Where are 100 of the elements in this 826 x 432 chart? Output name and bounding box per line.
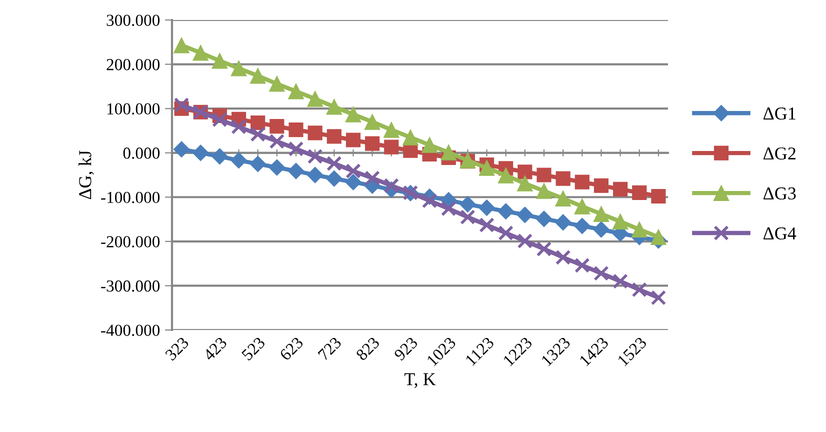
point <box>574 198 590 214</box>
point <box>384 140 399 154</box>
point <box>479 217 494 233</box>
point <box>270 118 284 134</box>
point <box>230 60 247 76</box>
point <box>268 76 285 92</box>
point <box>345 174 362 190</box>
point <box>650 290 666 306</box>
point <box>174 37 190 54</box>
point <box>459 196 476 212</box>
point <box>288 162 304 180</box>
x-tick-label: 823 <box>355 336 380 362</box>
point <box>288 83 304 100</box>
y-tick-label: 0.000 <box>123 148 160 159</box>
point <box>555 250 571 266</box>
point <box>326 156 342 172</box>
point <box>440 144 457 160</box>
point <box>594 178 609 193</box>
point <box>632 282 648 298</box>
point <box>612 214 628 230</box>
point <box>517 233 533 249</box>
point <box>364 114 380 130</box>
point <box>268 159 286 176</box>
point <box>306 166 324 184</box>
point <box>536 168 552 182</box>
point <box>594 266 609 281</box>
point <box>518 164 532 180</box>
point <box>269 134 285 149</box>
point <box>192 44 209 61</box>
point <box>346 163 361 179</box>
y-tick-label: -100.000 <box>101 192 160 204</box>
point <box>478 200 495 216</box>
point <box>212 112 228 128</box>
point <box>650 229 666 245</box>
point <box>250 115 266 130</box>
point <box>536 210 552 228</box>
point <box>498 225 514 241</box>
point <box>593 206 610 222</box>
point <box>212 52 228 69</box>
point <box>440 201 456 216</box>
point <box>307 90 324 107</box>
point <box>345 106 362 122</box>
point <box>288 122 304 138</box>
point <box>536 182 552 199</box>
point <box>612 274 628 289</box>
y-axis-title: ΔG, kJ <box>78 150 94 200</box>
point <box>250 126 266 142</box>
point <box>516 206 534 224</box>
point <box>383 122 400 138</box>
point <box>288 141 304 157</box>
y-tick-label: 200.000 <box>106 58 160 70</box>
point <box>402 129 418 146</box>
point <box>516 175 533 192</box>
point <box>574 258 590 273</box>
point <box>498 203 514 220</box>
point <box>651 188 666 204</box>
point <box>460 209 476 225</box>
point <box>555 190 572 206</box>
x-tick-label: 623 <box>279 336 304 362</box>
y-tick-label: -400.000 <box>101 324 160 336</box>
x-tick-label: 923 <box>394 336 418 362</box>
x-tick-label: 323 <box>164 336 190 361</box>
point <box>250 68 266 84</box>
point <box>211 148 228 165</box>
point <box>326 129 342 144</box>
point <box>632 185 647 200</box>
point <box>364 170 380 186</box>
point <box>230 152 247 169</box>
point <box>326 170 342 187</box>
point <box>536 241 552 257</box>
x-tick-label: 723 <box>318 336 342 361</box>
legend-label: ΔG1 <box>763 108 796 120</box>
point <box>308 126 322 140</box>
legend-label: ΔG2 <box>763 147 796 160</box>
x-tick-label: 423 <box>202 336 228 362</box>
x-tick-label: 1123 <box>465 336 495 366</box>
y-tick-label: -300.000 <box>101 280 160 292</box>
point <box>478 160 495 176</box>
point <box>231 119 246 134</box>
legend-label: ΔG4 <box>763 227 796 240</box>
point <box>192 144 209 162</box>
point <box>174 97 190 113</box>
point <box>574 218 590 234</box>
point <box>613 182 628 196</box>
point <box>307 148 323 164</box>
point <box>365 136 380 151</box>
point <box>498 167 514 184</box>
point <box>556 171 570 186</box>
point <box>574 174 590 190</box>
point <box>326 98 342 115</box>
point <box>173 141 190 158</box>
point <box>422 136 438 153</box>
x-axis-title: T, K <box>404 373 436 388</box>
y-tick-label: -200.000 <box>101 236 160 248</box>
y-tick-label: 300.000 <box>106 14 160 26</box>
point <box>250 156 266 172</box>
point <box>593 221 610 238</box>
legend-label: ΔG3 <box>763 187 796 200</box>
point <box>631 221 648 238</box>
point <box>384 178 400 194</box>
